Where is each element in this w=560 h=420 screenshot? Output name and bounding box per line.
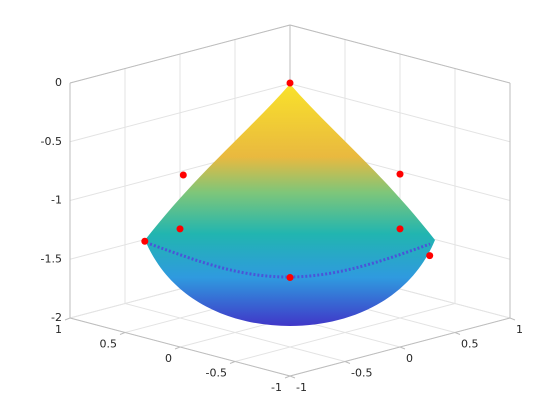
data-point <box>176 225 184 233</box>
tick-mark <box>289 375 296 379</box>
data-point <box>396 225 404 233</box>
axis-line <box>289 24 511 84</box>
grid-line <box>124 303 346 362</box>
surface <box>145 84 435 326</box>
data-point <box>286 79 294 87</box>
tick-mark <box>174 346 181 350</box>
data-point <box>286 274 294 282</box>
y-tick-label: -0.5 <box>351 367 372 380</box>
data-point <box>426 252 434 260</box>
y-tick-label: 0.5 <box>461 338 479 351</box>
data-point <box>396 170 404 178</box>
y-tick-label: 1 <box>516 323 523 336</box>
x-tick-label: -1 <box>271 381 282 394</box>
tick-mark <box>344 361 351 364</box>
tick-mark <box>454 332 461 335</box>
z-tick-label: -0.5 <box>41 135 62 148</box>
x-tick-label: -0.5 <box>206 367 227 380</box>
tick-mark <box>509 317 516 321</box>
tick-mark <box>284 375 291 379</box>
data-point <box>179 171 187 179</box>
y-tick-label: 0 <box>406 352 413 365</box>
tick-mark <box>119 332 126 335</box>
z-tick-label: 0 <box>55 76 62 89</box>
tick-mark <box>64 317 71 321</box>
x-tick-label: 1 <box>55 323 62 336</box>
x-tick-label: 0.5 <box>100 338 118 351</box>
marks <box>141 79 434 282</box>
z-tick-label: -1 <box>51 194 62 207</box>
data-point <box>141 237 149 245</box>
z-tick-label: -2 <box>51 311 62 324</box>
y-tick-label: -1 <box>296 381 307 394</box>
tick-mark <box>229 361 236 364</box>
tick-mark <box>399 346 406 350</box>
axis-line <box>69 24 291 84</box>
x-tick-label: 0 <box>165 352 172 365</box>
z-tick-label: -1.5 <box>41 252 62 265</box>
